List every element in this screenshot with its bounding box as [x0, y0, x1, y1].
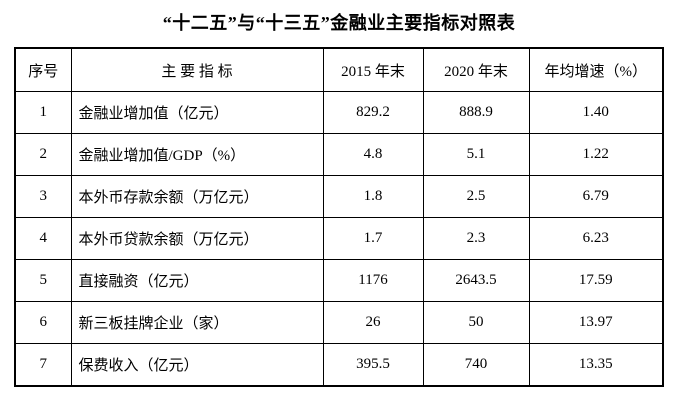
col-header-growth: 年均增速（%）	[528, 47, 664, 92]
col-header-2020: 2020 年末	[422, 47, 530, 92]
cell-2015: 829.2	[322, 91, 424, 134]
table-row: 4 本外币贷款余额（万亿元） 1.7 2.3 6.23	[14, 217, 664, 260]
cell-serial: 1	[14, 91, 72, 134]
cell-serial: 2	[14, 133, 72, 176]
cell-serial: 3	[14, 175, 72, 218]
cell-2015: 26	[322, 301, 424, 344]
cell-2020: 2.3	[422, 217, 530, 260]
cell-growth: 6.23	[528, 217, 664, 260]
cell-growth: 13.97	[528, 301, 664, 344]
cell-indicator: 金融业增加值/GDP（%）	[70, 133, 324, 176]
cell-serial: 4	[14, 217, 72, 260]
cell-indicator: 金融业增加值（亿元）	[70, 91, 324, 134]
cell-2015: 1.8	[322, 175, 424, 218]
table-row: 2 金融业增加值/GDP（%） 4.8 5.1 1.22	[14, 133, 664, 176]
cell-indicator: 本外币贷款余额（万亿元）	[70, 217, 324, 260]
cell-indicator: 新三板挂牌企业（家）	[70, 301, 324, 344]
cell-2020: 888.9	[422, 91, 530, 134]
cell-2015: 4.8	[322, 133, 424, 176]
col-header-2015: 2015 年末	[322, 47, 424, 92]
cell-serial: 5	[14, 259, 72, 302]
cell-indicator: 本外币存款余额（万亿元）	[70, 175, 324, 218]
cell-2015: 1.7	[322, 217, 424, 260]
table-row: 1 金融业增加值（亿元） 829.2 888.9 1.40	[14, 91, 664, 134]
cell-2020: 2643.5	[422, 259, 530, 302]
table-row: 3 本外币存款余额（万亿元） 1.8 2.5 6.79	[14, 175, 664, 218]
cell-2020: 5.1	[422, 133, 530, 176]
cell-growth: 6.79	[528, 175, 664, 218]
cell-2020: 50	[422, 301, 530, 344]
cell-2020: 2.5	[422, 175, 530, 218]
col-header-indicator: 主 要 指 标	[70, 47, 324, 92]
cell-growth: 13.35	[528, 343, 664, 387]
header-row: 序号 主 要 指 标 2015 年末 2020 年末 年均增速（%）	[14, 47, 664, 92]
cell-growth: 17.59	[528, 259, 664, 302]
cell-serial: 7	[14, 343, 72, 387]
cell-indicator: 保费收入（亿元）	[70, 343, 324, 387]
cell-growth: 1.22	[528, 133, 664, 176]
cell-2020: 740	[422, 343, 530, 387]
indicators-table: 序号 主 要 指 标 2015 年末 2020 年末 年均增速（%） 1 金融业…	[14, 47, 664, 387]
cell-indicator: 直接融资（亿元）	[70, 259, 324, 302]
cell-2015: 395.5	[322, 343, 424, 387]
cell-serial: 6	[14, 301, 72, 344]
table-row: 5 直接融资（亿元） 1176 2643.5 17.59	[14, 259, 664, 302]
page-title: “十二五”与“十三五”金融业主要指标对照表	[162, 13, 516, 33]
table-row: 6 新三板挂牌企业（家） 26 50 13.97	[14, 301, 664, 344]
cell-growth: 1.40	[528, 91, 664, 134]
cell-2015: 1176	[322, 259, 424, 302]
col-header-serial: 序号	[14, 47, 72, 92]
table-row: 7 保费收入（亿元） 395.5 740 13.35	[14, 343, 664, 387]
